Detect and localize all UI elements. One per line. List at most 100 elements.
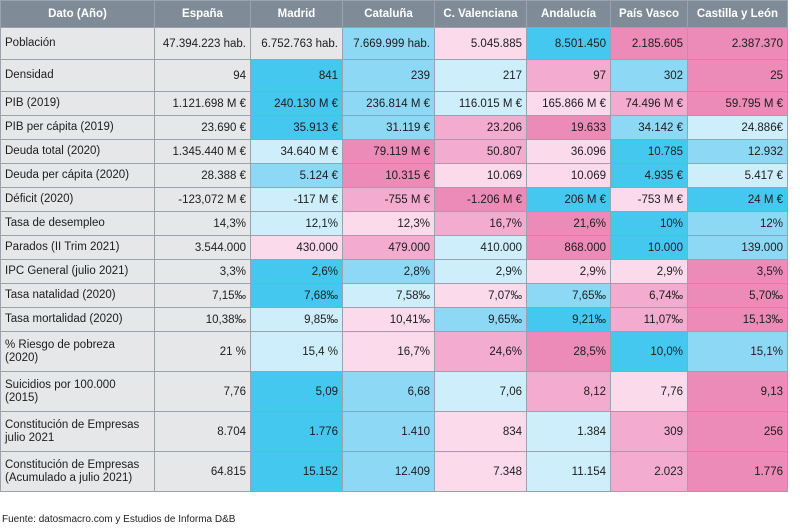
row-label: Déficit (2020) [0, 187, 155, 212]
table-cell: 97 [526, 59, 611, 92]
table-cell: 5.124 € [250, 163, 343, 188]
table-cell: 9,21‰ [526, 307, 611, 332]
row-label: % Riesgo de pobreza (2020) [0, 331, 155, 372]
table-cell: 239 [342, 59, 435, 92]
table-cell: 10.785 [610, 139, 688, 164]
table-cell: 28.388 € [154, 163, 251, 188]
table-cell: 24.886€ [687, 115, 788, 140]
table-cell: 2,9% [526, 259, 611, 284]
table-cell: 12% [687, 211, 788, 236]
table-cell: 217 [434, 59, 527, 92]
table-row: Tasa de desempleo 14,3% 12,1% 12,3% 16,7% 21,… [0, 211, 788, 236]
table-row: Densidad 94 841 239 217 97 302 25 [0, 59, 788, 92]
table-cell: 12.409 [342, 451, 435, 492]
column-header: Madrid [250, 0, 343, 28]
table-row: Constitución de Empresas (Acumulado a ju… [0, 451, 788, 492]
table-cell: 309 [610, 411, 688, 452]
table-row: IPC General (julio 2021) 3,3% 2,6% 2,8% 2,9%… [0, 259, 788, 284]
table-body: Población 47.394.223 hab. 6.752.763 hab. 7.… [0, 27, 788, 492]
table-cell: 10.000 [610, 235, 688, 260]
row-label: Parados (II Trim 2021) [0, 235, 155, 260]
row-label: Deuda per cápita (2020) [0, 163, 155, 188]
column-header: Castilla y León [687, 0, 788, 28]
table-cell: 7.348 [434, 451, 527, 492]
table-row: PIB (2019) 1.121.698 M €240.130 M €236.81… [0, 91, 788, 116]
table-cell: 36.096 [526, 139, 611, 164]
table-cell: 16,7% [434, 211, 527, 236]
row-label: Población [0, 27, 155, 60]
table-cell: 7,15‰ [154, 283, 251, 308]
table-cell: 430.000 [250, 235, 343, 260]
table-row: Tasa natalidad (2020) 7,15‰ 7,68‰ 7,58‰ 7,07… [0, 283, 788, 308]
row-label: Constitución de Empresas julio 2021 [0, 411, 155, 452]
table-row: Parados (II Trim 2021) 3.544.000 430.000 47… [0, 235, 788, 260]
table-cell: 9,13 [687, 371, 788, 412]
regional-comparison-table: Dato (Año) España Madrid Cataluña C. Valenci… [0, 0, 788, 492]
table-cell: 8.501.450 [526, 27, 611, 60]
table-cell: 9,85‰ [250, 307, 343, 332]
table-cell: 7,76 [610, 371, 688, 412]
table-cell: 31.119 € [342, 115, 435, 140]
table-cell: 8,12 [526, 371, 611, 412]
table-cell: 2.023 [610, 451, 688, 492]
table-cell: 8.704 [154, 411, 251, 452]
table-cell: 868.000 [526, 235, 611, 260]
table-cell: 2,6% [250, 259, 343, 284]
table-cell: 34.142 € [610, 115, 688, 140]
table-cell: 1.776 [687, 451, 788, 492]
table-cell: 15.152 [250, 451, 343, 492]
column-header: C. Valenciana [434, 0, 527, 28]
table-cell: 7,76 [154, 371, 251, 412]
table-cell: 139.000 [687, 235, 788, 260]
table-cell: 10,41‰ [342, 307, 435, 332]
table-cell: 834 [434, 411, 527, 452]
table-cell: 256 [687, 411, 788, 452]
table-cell: 7,07‰ [434, 283, 527, 308]
table-cell: 10.315 € [342, 163, 435, 188]
table-row: Déficit (2020) -123,072 M € -117 M € -755 M… [0, 187, 788, 212]
table-cell: 24,6% [434, 331, 527, 372]
row-label: IPC General (julio 2021) [0, 259, 155, 284]
table-cell: 10,38‰ [154, 307, 251, 332]
table-cell: 165.866 M € [526, 91, 611, 116]
table-cell: 94 [154, 59, 251, 92]
table-cell: 240.130 M € [250, 91, 343, 116]
table-cell: 14,3% [154, 211, 251, 236]
table-cell: 5,70‰ [687, 283, 788, 308]
table-cell: 15,13‰ [687, 307, 788, 332]
row-label: Constitución de Empresas (Acumulado a ju… [0, 451, 155, 492]
table-cell: 2,9% [434, 259, 527, 284]
table-cell: -753 M € [610, 187, 688, 212]
header-row: Dato (Año) España Madrid Cataluña C. Valenci… [0, 0, 788, 28]
column-header: Andalucía [526, 0, 611, 28]
table-cell: 2,8% [342, 259, 435, 284]
table-cell: 7.669.999 hab. [342, 27, 435, 60]
table-row: PIB per cápita (2019) 23.690 €35.913 €31.… [0, 115, 788, 140]
table-cell: 6.752.763 hab. [250, 27, 343, 60]
table-cell: 7,65‰ [526, 283, 611, 308]
table-cell: 2,9% [610, 259, 688, 284]
table-cell: 206 M € [526, 187, 611, 212]
source-note: Fuente: datosmacro.com y Estudios de Inf… [2, 514, 236, 525]
column-header: Dato (Año) [0, 0, 155, 28]
table-cell: 15,4 % [250, 331, 343, 372]
table-cell: 1.776 [250, 411, 343, 452]
table-cell: 7,58‰ [342, 283, 435, 308]
table-cell: 1.121.698 M € [154, 91, 251, 116]
row-label: Tasa mortalidad (2020) [0, 307, 155, 332]
table-cell: 4.935 € [610, 163, 688, 188]
table-cell: 7,68‰ [250, 283, 343, 308]
table-cell: 19.633 [526, 115, 611, 140]
table-cell: 3,3% [154, 259, 251, 284]
table-cell: 59.795 M € [687, 91, 788, 116]
table-cell: 9,65‰ [434, 307, 527, 332]
table-cell: 35.913 € [250, 115, 343, 140]
table-cell: 410.000 [434, 235, 527, 260]
table-cell: -755 M € [342, 187, 435, 212]
row-label: Tasa natalidad (2020) [0, 283, 155, 308]
table-cell: 10% [610, 211, 688, 236]
table-cell: 3.544.000 [154, 235, 251, 260]
table-row: Tasa mortalidad (2020) 10,38‰ 9,85‰ 10,41‰ 9… [0, 307, 788, 332]
table-cell: 1.410 [342, 411, 435, 452]
